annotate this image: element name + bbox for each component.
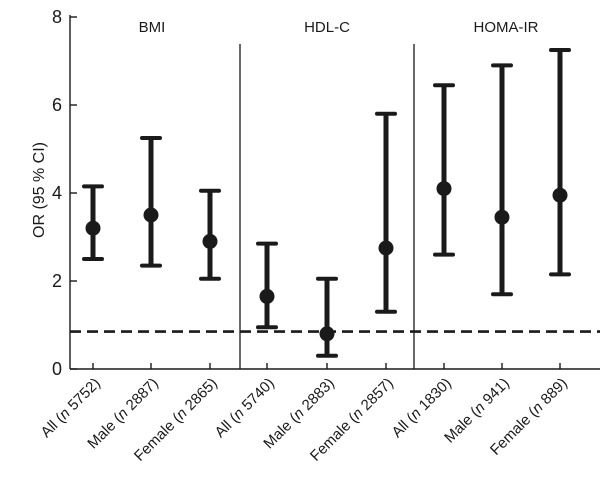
error-bar-bmi-all [82,184,104,261]
or-point [85,220,101,236]
error-bar-bmi-male [140,136,162,268]
panel-separators [239,44,415,369]
error-bar-homa-ir-all [433,83,455,257]
panel-label-hdl-c: HDL-C [304,19,350,36]
y-tick-label: 0 [52,359,62,379]
error-bar-hdl-c-all [256,241,278,330]
x-category-labels: All (n 5752)Male (n 2887)Female (n 2865)… [38,375,571,465]
panel-label-bmi: BMI [139,19,166,36]
or-point [319,326,335,342]
or-point [494,209,510,225]
chart-axes: 0 2 4 6 8 [52,7,600,379]
error-bar-homa-ir-female [549,48,571,277]
x-category-label: All (n 5740) [212,375,278,441]
y-tick-label: 8 [52,7,62,27]
or-point [202,233,218,249]
error-bar-bmi-female [199,188,221,281]
or-point [552,187,568,203]
or-point [378,240,394,256]
y-axis-title: OR (95 % CI) [31,142,48,238]
or-point [143,207,159,223]
y-tick-label: 4 [52,183,62,203]
panel-label-homa-ir: HOMA-IR [474,19,539,36]
error-bar-homa-ir-male [491,63,513,297]
y-tick-label: 2 [52,271,62,291]
panel-labels: BMI HDL-C HOMA-IR [139,19,539,36]
data-marks [82,48,571,358]
error-bar-hdl-c-male [316,276,338,358]
error-bar-hdl-c-female [375,111,397,314]
or-point [259,288,275,304]
y-tick-label: 6 [52,95,62,115]
or-point [436,181,452,197]
